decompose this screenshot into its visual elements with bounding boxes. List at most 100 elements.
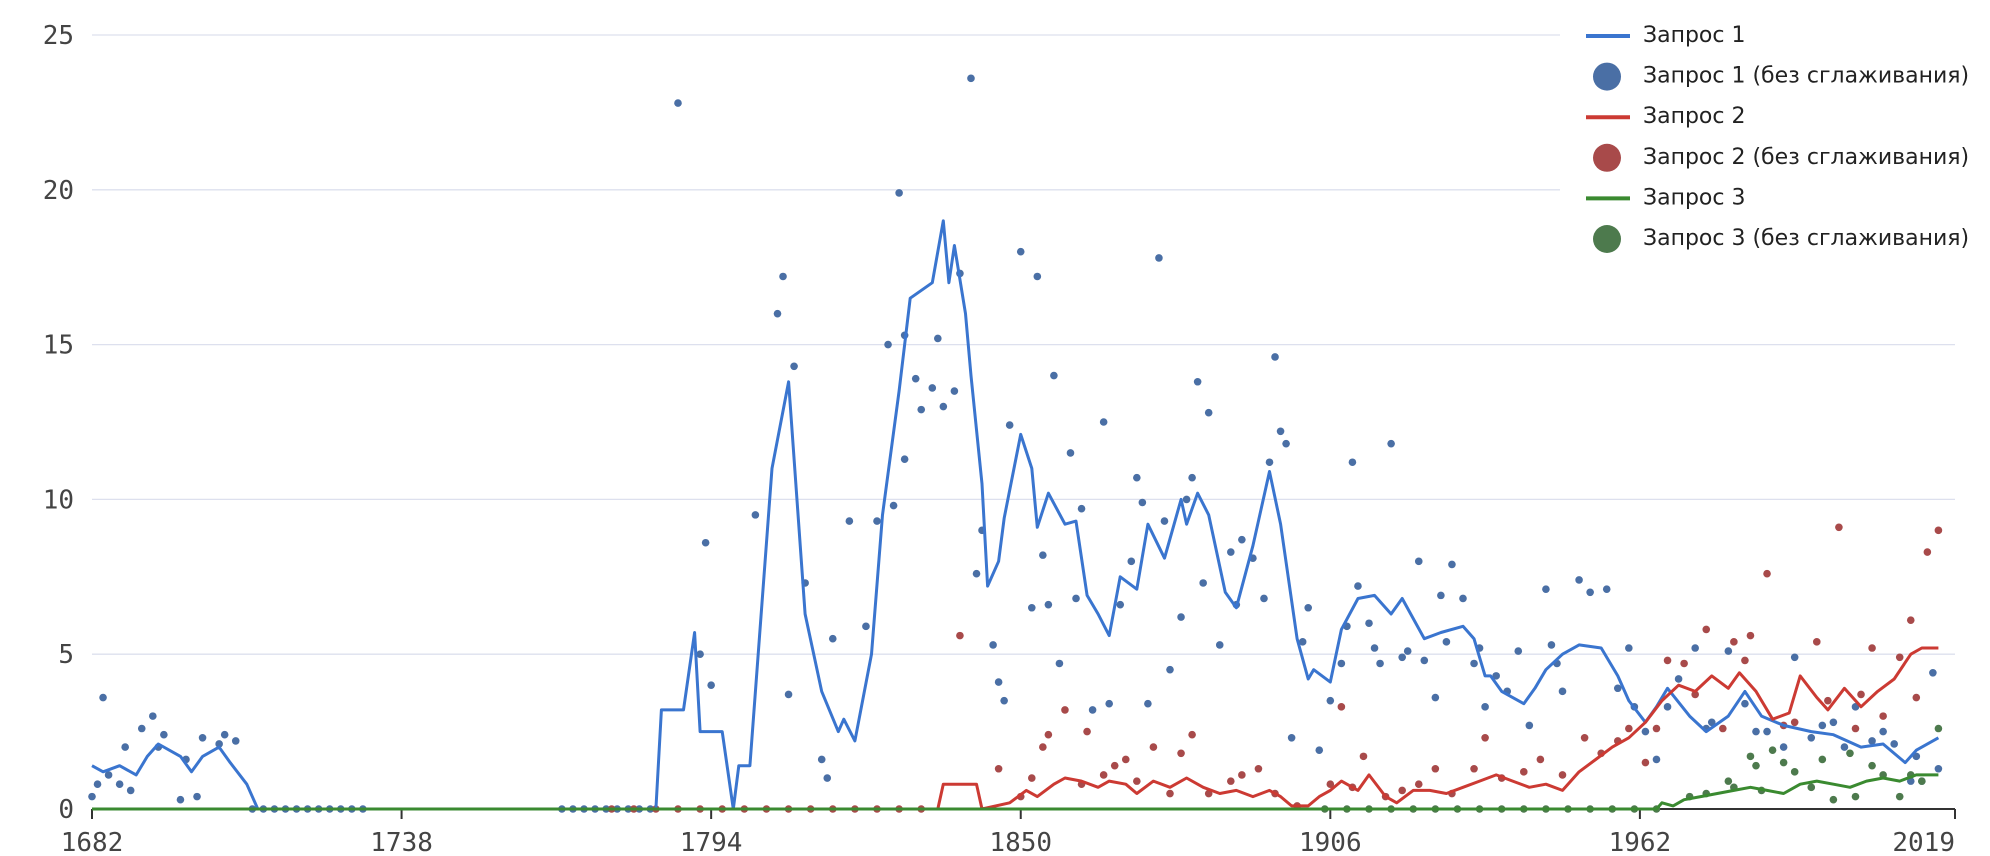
- data-point: [126, 786, 135, 795]
- data-point: [93, 780, 102, 789]
- data-point: [1133, 473, 1141, 482]
- x-tick-label: 1794: [680, 828, 743, 856]
- data-point: [1763, 569, 1771, 578]
- data-point: [1016, 247, 1025, 256]
- data-point: [1033, 272, 1042, 281]
- data-point: [873, 517, 881, 525]
- data-point: [1746, 631, 1755, 640]
- data-point: [1072, 594, 1080, 603]
- data-point: [1265, 458, 1274, 467]
- data-point: [121, 743, 129, 751]
- data-point: [1077, 504, 1086, 513]
- legend-marker: [1593, 225, 1621, 253]
- data-point: [1768, 746, 1777, 754]
- data-point: [1354, 582, 1362, 590]
- y-tick-label: 5: [58, 640, 74, 670]
- legend-label: Запрос 2: [1643, 104, 1745, 129]
- data-point: [1193, 377, 1202, 386]
- data-point: [1652, 724, 1661, 733]
- data-point: [1558, 771, 1567, 779]
- data-point: [972, 569, 981, 578]
- data-point: [1260, 594, 1268, 603]
- data-point: [1315, 746, 1324, 754]
- data-point: [1779, 758, 1788, 767]
- data-point: [1160, 517, 1169, 525]
- data-point: [1868, 761, 1876, 770]
- y-tick-label: 25: [43, 21, 74, 51]
- data-point: [1287, 733, 1296, 742]
- legend-label: Запрос 3: [1643, 185, 1745, 210]
- data-point: [1691, 690, 1699, 699]
- data-point: [1851, 792, 1860, 801]
- data-point: [1105, 699, 1113, 708]
- data-point: [1663, 656, 1672, 665]
- data-point: [1641, 758, 1650, 767]
- data-point: [1840, 743, 1849, 751]
- data-point: [823, 774, 832, 782]
- x-tick-label: 1962: [1609, 828, 1672, 856]
- data-point: [1674, 675, 1683, 683]
- legend-marker: [1593, 143, 1621, 172]
- data-point: [1431, 764, 1440, 773]
- series-line: [91, 219, 1940, 811]
- x-tick-label: 1850: [989, 828, 1052, 856]
- data-point: [1719, 724, 1727, 733]
- data-point: [862, 622, 870, 631]
- data-point: [773, 309, 782, 318]
- x-tick-label: 2019: [1892, 828, 1955, 856]
- data-point: [1039, 743, 1047, 751]
- data-point: [696, 650, 704, 658]
- data-point: [1929, 668, 1937, 677]
- data-point: [1868, 737, 1876, 745]
- data-point: [790, 362, 798, 371]
- data-point: [1188, 473, 1196, 482]
- data-point: [137, 724, 146, 733]
- data-point: [1431, 693, 1440, 702]
- data-point: [1702, 625, 1711, 634]
- data-point: [1824, 696, 1832, 705]
- data-point: [701, 538, 710, 547]
- data-point: [1099, 771, 1108, 779]
- data-point: [1204, 408, 1213, 417]
- data-point: [779, 272, 787, 281]
- data-point: [88, 792, 96, 801]
- data-point: [1707, 718, 1716, 727]
- data-point: [889, 501, 898, 510]
- data-point: [1934, 526, 1943, 535]
- data-point: [1895, 792, 1904, 801]
- data-point: [1807, 783, 1816, 792]
- data-point: [1851, 724, 1860, 733]
- data-point: [1166, 789, 1174, 798]
- data-point: [1470, 659, 1478, 668]
- data-point: [220, 730, 229, 739]
- data-point: [1055, 659, 1064, 668]
- data-point: [1730, 638, 1738, 646]
- data-point: [1906, 616, 1915, 624]
- data-point: [1398, 786, 1406, 795]
- data-point: [1348, 458, 1357, 467]
- data-point: [104, 771, 113, 779]
- data-point: [1398, 653, 1406, 662]
- data-point: [1276, 427, 1285, 436]
- data-point: [1000, 696, 1008, 705]
- data-point: [1868, 644, 1876, 652]
- y-tick-label: 15: [43, 331, 74, 361]
- data-point: [176, 795, 185, 804]
- data-point: [1039, 551, 1047, 559]
- data-point: [1890, 740, 1898, 748]
- data-point: [1420, 656, 1429, 665]
- data-point: [911, 374, 920, 383]
- data-point: [1807, 733, 1816, 742]
- data-point: [149, 712, 157, 720]
- data-point: [1271, 353, 1279, 361]
- data-point: [939, 402, 948, 411]
- data-point: [1879, 727, 1887, 736]
- data-point: [1326, 696, 1335, 705]
- data-point: [1326, 780, 1335, 789]
- data-point: [1448, 560, 1456, 569]
- data-point: [1127, 557, 1136, 566]
- data-point: [1818, 755, 1827, 764]
- data-point: [1050, 371, 1058, 380]
- data-point: [1238, 535, 1246, 544]
